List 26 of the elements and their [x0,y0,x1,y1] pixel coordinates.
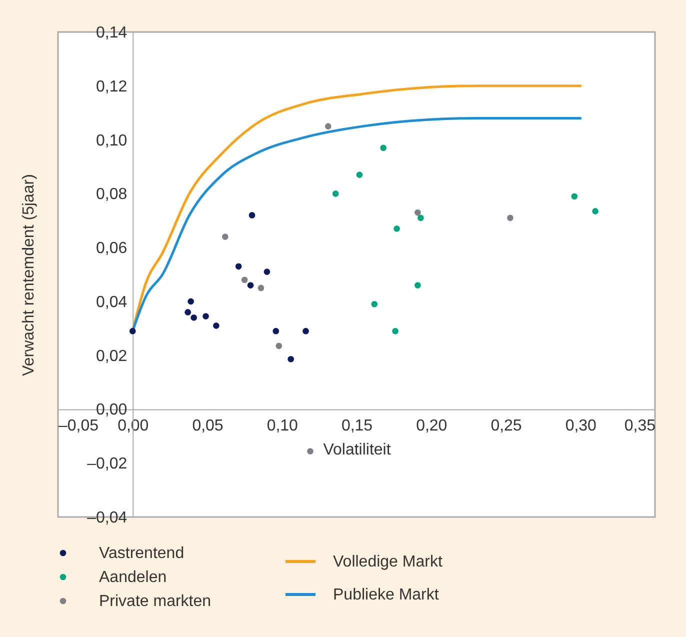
x-tick-label: 0,20 [416,418,448,435]
x-axis-title: Volatiliteit [323,442,392,459]
x-tick-label: –0,05 [58,418,99,435]
x-tick-label: 0,15 [341,418,373,435]
y-tick-label: 0,14 [96,24,128,42]
y-tick-label: –0,02 [87,456,128,473]
x-tick-label: 0,35 [624,418,656,435]
legend-label: Volledige Markt [333,554,443,570]
y-tick-label: 0,08 [96,186,128,204]
legend-label: Private markten [99,593,212,610]
x-tick-label: 0,25 [490,418,522,435]
y-tick-label: 0,00 [96,402,128,419]
x-tick-label: 0,00 [118,418,149,435]
y-tick-label: 0,12 [96,78,128,96]
legend-label: Aandelen [99,569,167,586]
y-tick-label: 0,10 [96,132,128,150]
x-tick-label: 0,05 [192,418,224,435]
y-tick-label: 0,04 [96,294,128,311]
x-tick-label: 0,30 [565,418,597,435]
x-tick-label: 0,10 [266,418,298,435]
y-tick-label: 0,02 [96,348,128,365]
legend-label: Publieke Markt [333,586,440,604]
y-tick-label: –0,04 [87,510,128,526]
legend-label: Vastrentend [99,545,184,562]
y-axis-title: Verwacht rentemdent (5jaar) [20,174,38,376]
y-tick-label: 0,06 [96,240,128,258]
